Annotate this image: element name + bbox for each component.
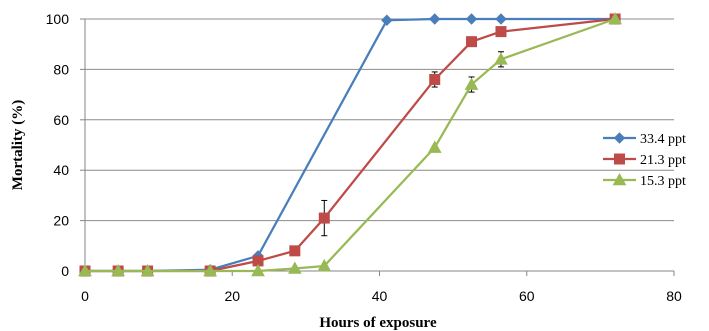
axes: [80, 18, 675, 276]
gridlines: [85, 18, 674, 222]
series-15-3-ppt: [78, 11, 622, 277]
x-tick-label-80: 80: [666, 288, 682, 304]
data-point-21-3-ppt-7: [429, 73, 441, 85]
x-tick-label-20: 20: [224, 288, 240, 304]
data-point-15-3-ppt-5: [287, 261, 302, 274]
x-tick-label-60: 60: [519, 288, 535, 304]
data-point-15-3-ppt-4: [251, 263, 265, 277]
x-axis-title: Hours of exposure: [319, 315, 437, 331]
legend-item-21-3-ppt: 21.3 ppt: [603, 153, 686, 168]
data-point-21-3-ppt-8: [466, 36, 478, 48]
y-tick-label-60: 60: [53, 112, 69, 128]
data-point-15-3-ppt-10: [608, 11, 622, 25]
series-group: [78, 11, 622, 277]
y-axis-title: Mortality (%): [10, 100, 26, 190]
data-point-15-3-ppt-6: [317, 258, 332, 272]
y-tick-label-40: 40: [53, 162, 69, 178]
legend-marker-33-4-ppt: [613, 132, 626, 144]
data-point-33-4-ppt-7: [465, 13, 478, 25]
y-tick-label-0: 0: [61, 263, 69, 279]
data-point-15-3-ppt-9: [494, 52, 508, 65]
data-point-21-3-ppt-9: [495, 26, 507, 38]
data-point-21-3-ppt-5: [289, 245, 301, 257]
legend-label-33-4-ppt: 33.4 ppt: [640, 132, 686, 147]
data-point-15-3-ppt-7: [427, 140, 442, 153]
data-point-15-3-ppt-3: [203, 263, 218, 277]
data-point-15-3-ppt-2: [140, 263, 155, 277]
data-point-33-4-ppt-6: [429, 13, 441, 25]
data-point-21-3-ppt-6: [318, 212, 330, 224]
legend-item-33-4-ppt: 33.4 ppt: [603, 132, 686, 147]
y-tick-label-100: 100: [46, 11, 70, 27]
data-point-33-4-ppt-8: [495, 13, 507, 25]
tick-labels: 0 20 40 60 80 100 0 20 40 60 80: [46, 11, 682, 304]
data-point-15-3-ppt-8: [464, 77, 479, 90]
data-point-33-4-ppt-5: [381, 14, 393, 26]
x-tick-label-40: 40: [372, 288, 388, 304]
legend-label-21-3-ppt: 21.3 ppt: [640, 153, 686, 168]
y-tick-label-20: 20: [53, 213, 69, 229]
x-tick-label-0: 0: [81, 288, 89, 304]
series-line-21-3-ppt: [85, 17, 616, 273]
legend-marker-21-3-ppt: [614, 153, 625, 165]
y-tick-label-80: 80: [53, 61, 69, 77]
legend-label-15-3-ppt: 15.3 ppt: [640, 174, 686, 189]
legend-marker-15-3-ppt: [612, 172, 627, 186]
data-point-15-3-ppt-0: [78, 263, 92, 277]
legend: 33.4 ppt 21.3 ppt 15.3 ppt: [603, 132, 686, 189]
series-line-33-4-ppt: [85, 17, 616, 273]
data-point-15-3-ppt-1: [111, 263, 125, 277]
series-line-15-3-ppt: [85, 17, 616, 273]
legend-item-15-3-ppt: 15.3 ppt: [603, 172, 686, 189]
